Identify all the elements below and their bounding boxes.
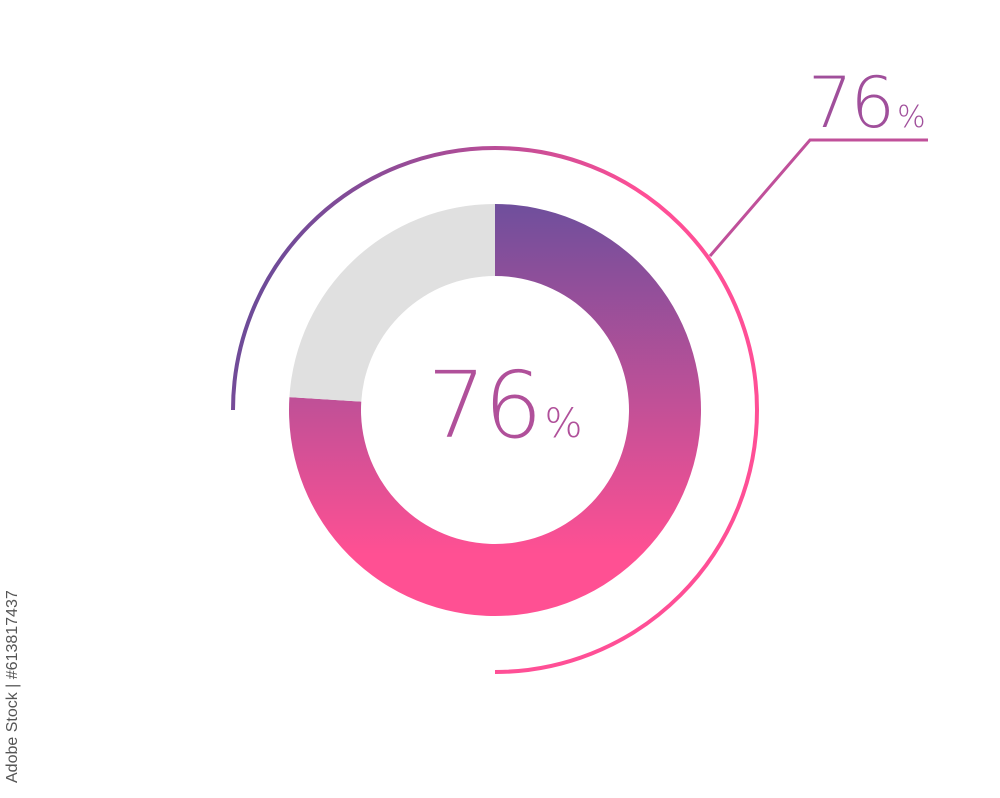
- center-unit: %: [544, 401, 583, 447]
- callout-leader-line: [708, 138, 928, 257]
- callout-percent-label: 76%: [808, 62, 926, 144]
- donut-slice-filled: [288, 204, 701, 616]
- center-value: 76: [427, 352, 542, 459]
- callout-unit: %: [897, 100, 926, 135]
- callout-value: 76: [808, 62, 895, 144]
- watermark-text: Adobe Stock | #613817437: [4, 590, 21, 783]
- outer-decorative-arc: [231, 146, 759, 674]
- center-percent-label: 76%: [395, 352, 615, 459]
- donut-slice-remaining: [289, 204, 495, 402]
